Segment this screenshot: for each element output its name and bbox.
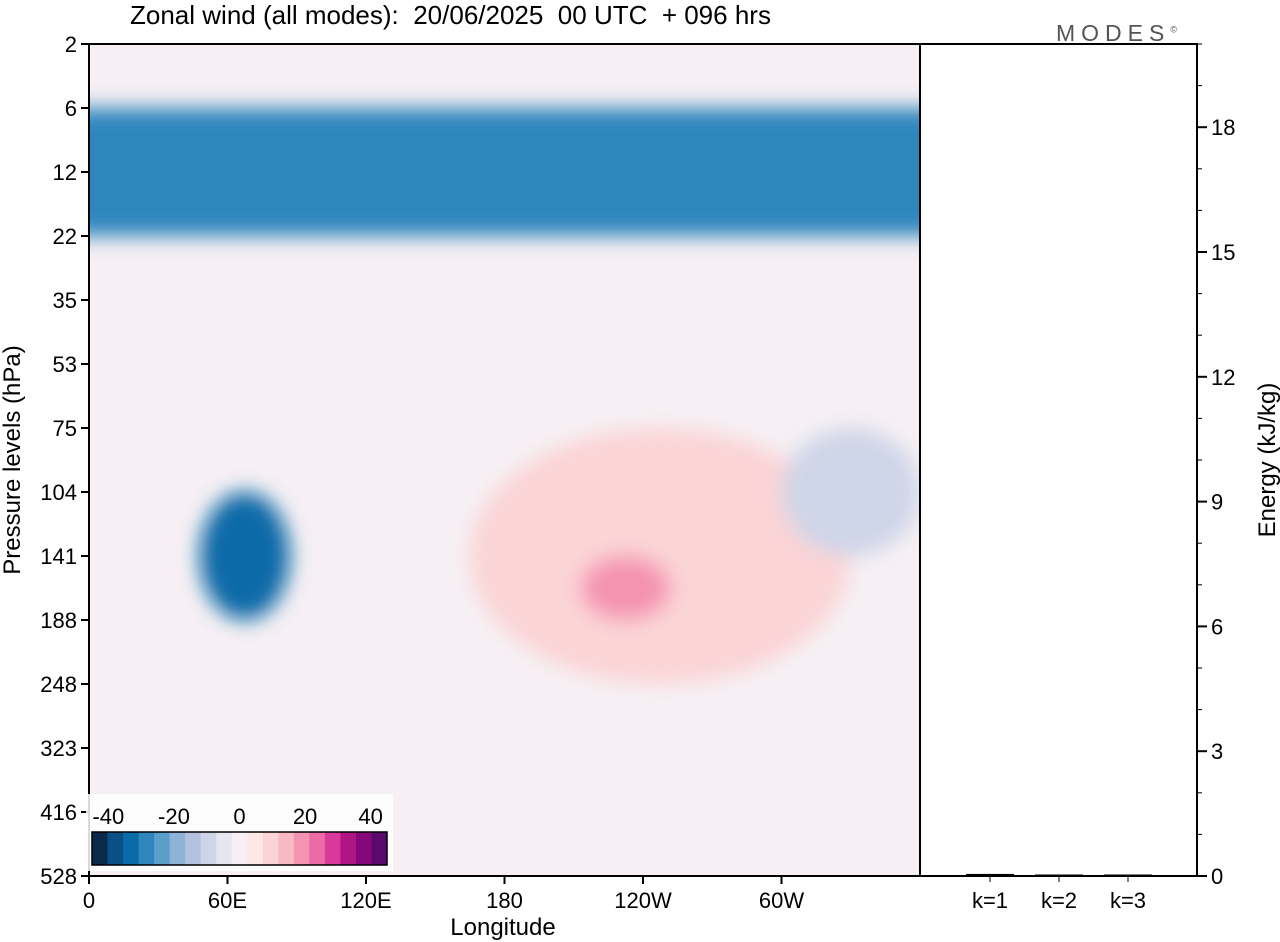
y-tick-label: 528 [40,864,77,889]
colorbar-tick-label: -40 [92,804,124,829]
y-tick-label: 416 [40,800,77,825]
colorbar-tick-label: -20 [158,804,190,829]
energy-category-label: k=3 [1110,888,1146,913]
wind-feature [781,428,920,556]
y-tick-label: 323 [40,736,77,761]
y-tick-label: 104 [40,480,77,505]
colorbar-tick-label: 40 [358,804,382,829]
colorbar-swatch [200,832,217,865]
y-tick-label: 248 [40,672,77,697]
colorbar: -40 -20 0 20 40 [86,794,393,871]
x-tick-label: 120E [340,888,391,913]
x-tick-label: 180 [486,888,523,913]
energy-tick-label: 18 [1211,115,1235,140]
energy-category-label: k=1 [972,888,1008,913]
x-tick-label: 0 [83,888,95,913]
colorbar-swatch [169,832,186,865]
chart-title: Zonal wind (all modes): 20/06/2025 00 UT… [130,0,771,30]
energy-tick-label: 0 [1211,864,1223,889]
energy-bars: k=1 k=2 k=3 [966,873,1152,913]
colorbar-swatch [107,832,124,865]
y-tick-label: 53 [53,352,77,377]
colorbar-swatch [138,832,155,865]
brand-logo: MODES© [1056,20,1177,47]
colorbar-swatch [309,832,326,865]
colorbar-frame [91,831,388,866]
brand-text: MODES [1056,20,1171,46]
x-axis-title: Longitude [450,914,555,941]
y-tick-label: 141 [40,544,77,569]
colorbar-tick-label: 20 [293,804,317,829]
colorbar-swatch [262,832,279,865]
colorbar-swatch [92,832,109,865]
colorbar-swatch [216,832,233,865]
energy-bar [1035,874,1083,876]
colorbar-swatch [278,832,295,865]
colorbar-swatch [371,832,388,865]
energy-bar [1104,874,1152,876]
wind-feature [469,428,851,684]
colorbar-swatch [293,832,310,865]
longitude-axis: 0 60E 120E 180 120W 60W [83,876,804,913]
energy-category-label: k=2 [1041,888,1077,913]
y-tick-label: 22 [53,224,77,249]
colorbar-swatch [324,832,341,865]
y-tick-label: 75 [53,416,77,441]
wind-feature [89,108,920,236]
energy-panel-frame [919,43,1198,877]
energy-axis-title: Energy (kJ/kg) [1254,383,1280,538]
y-tick-label: 6 [65,96,77,121]
colorbar-tick-label: 0 [233,804,245,829]
y-tick-label: 188 [40,608,77,633]
pressure-axis: 2 6 12 22 35 53 75 104 141 188 248 323 416 528 [40,32,89,889]
y-axis-title: Pressure levels (hPa) [0,345,26,574]
x-tick-label: 60W [759,888,804,913]
energy-tick-label: 6 [1211,614,1223,639]
wind-features [89,108,920,684]
colorbar-swatch [247,832,264,865]
energy-tick-label: 9 [1211,490,1223,515]
colorbar-swatch [355,832,372,865]
energy-tick-label: 3 [1211,739,1223,764]
energy-axis: 0 3 6 9 12 15 18 [1197,43,1235,889]
colorbar-swatch [231,832,248,865]
energy-tick-label: 15 [1211,240,1235,265]
wind-feature [580,556,671,620]
y-tick-label: 2 [65,32,77,57]
colorbar-swatch [154,832,171,865]
x-tick-label: 120W [614,888,672,913]
y-tick-label: 35 [53,288,77,313]
x-tick-label: 60E [208,888,247,913]
colorbar-swatch [123,832,140,865]
colorbar-swatch [185,832,202,865]
energy-bar [966,873,1014,876]
brand-mark: © [1170,24,1177,35]
zonal-wind-heatmap [89,44,920,876]
energy-tick-label: 12 [1211,365,1235,390]
colorbar-swatch [340,832,357,865]
y-tick-label: 12 [53,160,77,185]
wind-feature [199,492,290,620]
